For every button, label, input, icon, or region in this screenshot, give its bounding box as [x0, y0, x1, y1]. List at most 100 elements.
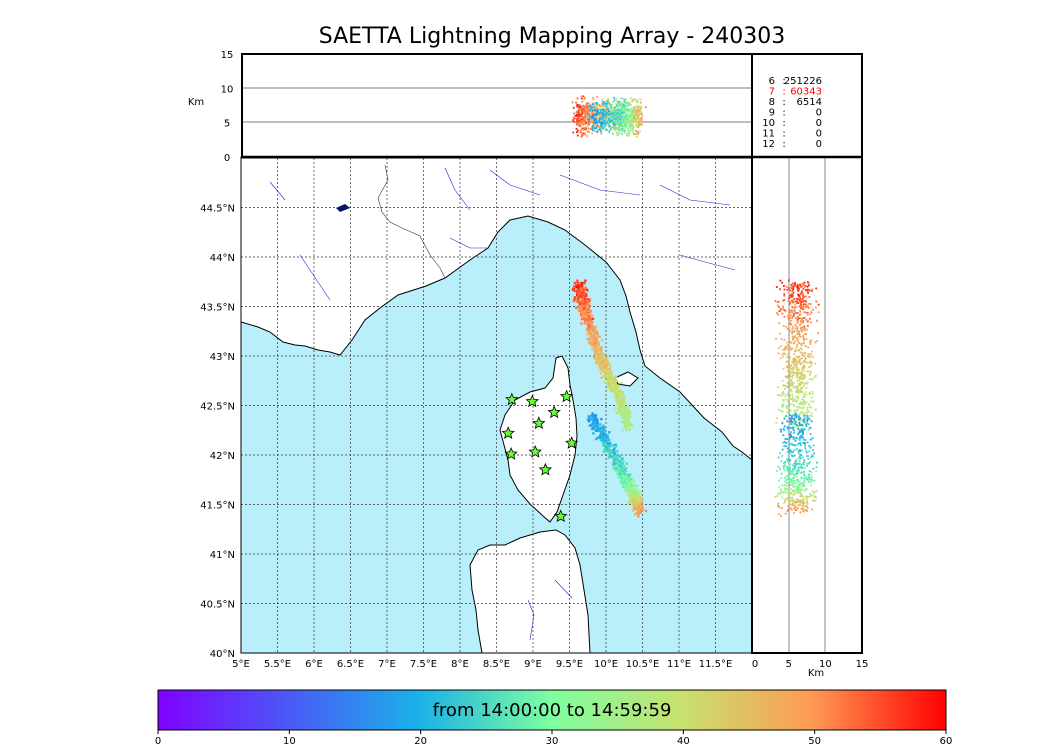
lightning-point-side: [803, 418, 805, 421]
lightning-point-side: [794, 491, 797, 494]
lightning-point: [635, 511, 638, 515]
lightning-point-side: [784, 512, 787, 515]
lightning-point-side: [790, 491, 793, 494]
lightning-point-side: [796, 447, 798, 450]
lightning-point: [600, 428, 603, 432]
lightning-point-side: [804, 391, 807, 394]
lightning-point-side: [796, 488, 799, 491]
lightning-point-side: [796, 408, 799, 411]
lightning-point-top: [609, 117, 612, 120]
lightning-point-top: [612, 120, 615, 123]
lightning-point-side: [795, 363, 798, 366]
lightning-point-side: [796, 470, 799, 473]
lightning-point: [598, 363, 602, 366]
lightning-point-side: [817, 332, 820, 335]
lightning-point: [592, 326, 595, 329]
lightning-point: [590, 333, 593, 336]
lightning-point: [574, 284, 578, 287]
lightning-point: [596, 357, 599, 360]
lightning-point-side: [785, 341, 788, 344]
lightning-point: [580, 311, 583, 314]
lightning-point: [588, 332, 591, 336]
lightning-point-top: [626, 101, 628, 104]
lightning-point: [587, 419, 591, 423]
lightning-point: [621, 397, 625, 401]
lightning-point-top: [589, 104, 592, 107]
lightning-point-side: [788, 407, 790, 410]
lightning-point-top: [598, 104, 601, 107]
lightning-point-top: [640, 118, 643, 120]
lightning-point: [603, 432, 607, 435]
lightning-point-side: [792, 477, 794, 479]
lightning-point-side: [803, 365, 806, 368]
lightning-point-side: [798, 431, 801, 433]
lightning-point-side: [786, 365, 789, 368]
lightning-point-side: [798, 335, 801, 338]
lightning-point-side: [788, 378, 791, 381]
lightning-point-top: [641, 115, 644, 118]
lightning-point-top: [618, 117, 621, 120]
x-tick-label: 9.5°E: [556, 659, 583, 670]
lightning-point-side: [807, 480, 810, 483]
lightning-point-side: [793, 417, 796, 420]
lightning-point-side: [789, 433, 792, 436]
lightning-point-top: [602, 114, 605, 117]
lightning-point-top: [637, 126, 640, 129]
lightning-point: [579, 286, 583, 290]
lightning-point-side: [811, 288, 814, 291]
lightning-point-top: [580, 133, 583, 136]
lightning-point-side: [810, 484, 813, 487]
lightning-point-top: [609, 120, 612, 122]
lightning-point-side: [793, 414, 796, 417]
lightning-point-side: [786, 504, 789, 507]
lightning-point: [613, 395, 617, 399]
lightning-point-side: [780, 338, 783, 341]
lightning-point: [616, 458, 619, 461]
lightning-point-side: [782, 441, 785, 444]
lightning-point-side: [798, 463, 801, 465]
lightning-point: [612, 449, 615, 452]
lightning-point-top: [592, 116, 595, 119]
lightning-point-top: [593, 127, 596, 130]
lightning-point: [634, 499, 637, 503]
lightning-point-side: [797, 333, 800, 335]
lightning-point-top: [631, 118, 634, 121]
lightning-point-top: [587, 124, 590, 127]
lightning-point: [634, 485, 638, 488]
lightning-point: [615, 398, 619, 401]
lightning-point-top: [632, 97, 635, 100]
lightning-point-side: [807, 462, 810, 465]
lightning-point-side: [775, 470, 778, 473]
lightning-point-top: [619, 125, 622, 128]
lightning-point-side: [796, 424, 798, 427]
lightning-point-side: [781, 421, 784, 424]
lightning-point: [581, 308, 584, 312]
lightning-point-top: [622, 118, 624, 121]
lightning-point-side: [809, 353, 812, 356]
lightning-point-top: [584, 117, 587, 120]
lightning-point-side: [790, 496, 792, 499]
lightning-point: [572, 285, 576, 288]
lightning-point-top: [631, 114, 634, 117]
lightning-point: [590, 314, 594, 317]
lightning-point-side: [778, 486, 781, 489]
lightning-point: [630, 424, 633, 427]
lightning-point: [582, 305, 585, 308]
lightning-point-top: [598, 129, 601, 132]
lightning-point-side: [809, 317, 811, 320]
lightning-point-top: [634, 132, 636, 135]
lightning-point-side: [801, 485, 804, 488]
lightning-point: [587, 323, 590, 326]
lightning-point: [586, 337, 589, 341]
lightning-point: [625, 419, 628, 423]
lightning-point-side: [806, 381, 809, 384]
lightning-point-side: [792, 485, 795, 488]
lightning-point-top: [586, 113, 589, 116]
lightning-point: [600, 354, 604, 357]
x-tick-label: 8.5°E: [483, 659, 510, 670]
lightning-point: [585, 313, 589, 316]
lightning-point-side: [803, 354, 806, 357]
lightning-point: [603, 445, 607, 448]
lightning-point-top: [617, 119, 620, 122]
lightning-point-side: [779, 357, 782, 360]
